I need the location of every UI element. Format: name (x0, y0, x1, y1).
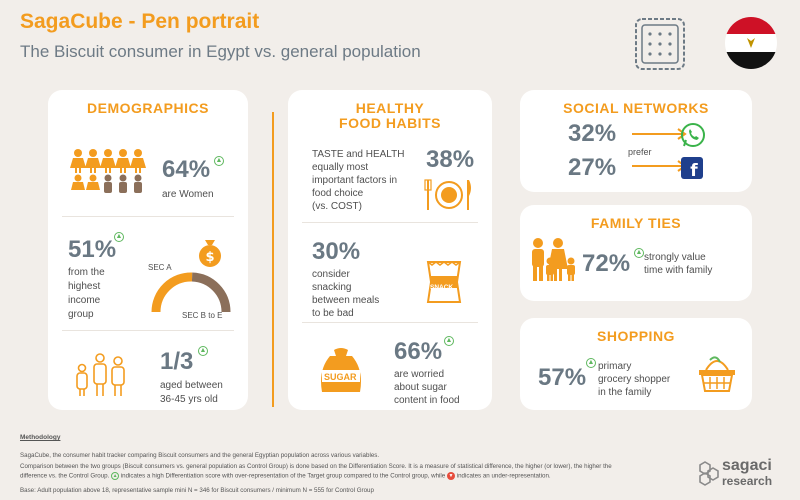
methodology-base: Base: Adult population above 18, represe… (20, 487, 374, 494)
methodology-line2: Comparison between the two groups (Biscu… (20, 463, 612, 470)
healthy-food-card: HEALTHY FOOD HABITS TASTE and HEALTH equ… (288, 90, 492, 410)
brand-subname: research (722, 474, 773, 488)
family-pct: 72% (582, 250, 631, 277)
taste-text-line2: equally most (312, 162, 369, 173)
age-share: 1/3 (160, 348, 194, 375)
taste-text-line4: food choice (312, 188, 364, 199)
over-representation-icon: ▲ (586, 358, 596, 368)
taste-text-line1: TASTE and HEALTH (312, 149, 405, 160)
women-label: are Women (162, 189, 214, 200)
svg-text:$: $ (205, 250, 214, 265)
methodology-line3-part3: indicates an under-representation. (456, 472, 551, 480)
family-text-line1: strongly value (644, 252, 706, 263)
facebook-icon: f (681, 157, 703, 179)
age-label-line1: aged between (160, 380, 223, 391)
whatsapp-icon (681, 123, 705, 147)
snack-pct: 30% (312, 238, 361, 265)
taste-text-line3: important factors in (312, 175, 398, 186)
healthy-heading-line2: FOOD HABITS (339, 115, 441, 131)
separator (302, 222, 478, 223)
sec-be-label: SEC B to E (182, 311, 223, 320)
age-group-icon (76, 353, 125, 396)
healthy-heading-line1: HEALTHY (355, 100, 425, 116)
women-pct: 64% (162, 156, 211, 183)
over-representation-icon: ▲ (114, 232, 124, 242)
over-representation-icon: ▲ (444, 336, 454, 346)
shopping-text-line3: in the family (598, 387, 652, 398)
snack-bag-label: SNACK (430, 284, 454, 291)
svg-text:f: f (690, 161, 698, 179)
income-label-line2: highest (68, 281, 101, 292)
brand-name: sagaci (722, 457, 772, 474)
over-representation-icon: ▲ (214, 156, 224, 166)
biscuit-icon (635, 18, 685, 70)
separator (302, 322, 478, 323)
sugar-text-line1: are worried (394, 369, 445, 380)
social-networks-card: SOCIAL NETWORKS 32% 27% prefer f (520, 90, 752, 192)
egypt-flag-icon (725, 17, 777, 69)
whatsapp-pct: 32% (568, 120, 617, 147)
over-representation-icon: ▲ (111, 472, 120, 480)
shopping-heading: SHOPPING (597, 328, 675, 344)
plate-icon (424, 179, 471, 210)
shopping-card: SHOPPING 57% ▲ primary grocery shopper i… (520, 318, 752, 410)
gauge-sec-be-arc (191, 272, 231, 313)
social-heading: SOCIAL NETWORKS (563, 100, 709, 116)
sec-a-label: SEC A (148, 263, 172, 272)
methodology-line3-part1: difference vs. the Control Group. (20, 472, 110, 480)
separator (62, 216, 234, 217)
money-bag-icon: $ (199, 240, 221, 267)
divider-line (272, 112, 274, 407)
shopping-text-line2: grocery shopper (598, 374, 671, 385)
age-label-line2: 36-45 yrs old (160, 394, 218, 405)
page-title: SagaCube - Pen portrait (20, 10, 260, 33)
gauge-sec-a-arc (151, 272, 193, 313)
sagaci-logo-icon (699, 461, 719, 486)
separator (62, 330, 234, 331)
facebook-pct: 27% (568, 154, 617, 181)
women-crowd-icon (70, 149, 146, 193)
methodology-line3-part2: indicates a high Differentiation score w… (120, 472, 446, 480)
family-heading: FAMILY TIES (590, 215, 682, 231)
sugar-bag-label: SUGAR (324, 372, 357, 382)
methodology-line1: SagaCube, the consumer habit tracker com… (20, 452, 380, 459)
income-pct: 51% (68, 236, 117, 263)
snack-text-line2: snacking (312, 282, 352, 293)
shopping-pct: 57% (538, 364, 587, 391)
snack-text-line3: between meals (312, 295, 380, 306)
snack-bag-icon (426, 261, 462, 303)
sugar-text-line3: content in food (394, 395, 460, 406)
over-representation-icon: ▲ (198, 346, 208, 356)
sec-gauge (151, 272, 231, 313)
taste-text-line5: (vs. COST) (312, 201, 362, 212)
family-icon (532, 238, 575, 281)
family-text-line2: time with family (644, 265, 713, 276)
income-label-line3: income (68, 295, 101, 306)
income-label-line4: group (68, 309, 94, 320)
demographics-card: DEMOGRAPHICS 64% ▲ are Women 51% ▲ from … (48, 90, 248, 410)
sugar-pct: 66% (394, 338, 443, 365)
under-representation-icon: ▼ (446, 472, 455, 480)
sugar-text-line2: about sugar (394, 382, 447, 393)
over-representation-icon: ▲ (634, 248, 644, 258)
family-ties-card: FAMILY TIES 72% ▲ strongly value time wi… (520, 205, 752, 301)
methodology-line3: difference vs. the Control Group. ▲ indi… (20, 472, 710, 481)
income-label-line1: from the (68, 267, 105, 278)
demographics-heading: DEMOGRAPHICS (87, 100, 209, 116)
grocery-basket-icon (699, 356, 735, 392)
sugar-bag-icon (321, 348, 361, 392)
shopping-text-line1: primary (598, 361, 632, 372)
methodology-heading: Methodology (20, 434, 61, 441)
snack-text-line4: to be bad (312, 308, 354, 319)
snack-text-line1: consider (312, 269, 350, 280)
prefer-label: prefer (628, 147, 652, 157)
page-subtitle: The Biscuit consumer in Egypt vs. genera… (20, 42, 421, 61)
taste-pct: 38% (426, 146, 475, 173)
